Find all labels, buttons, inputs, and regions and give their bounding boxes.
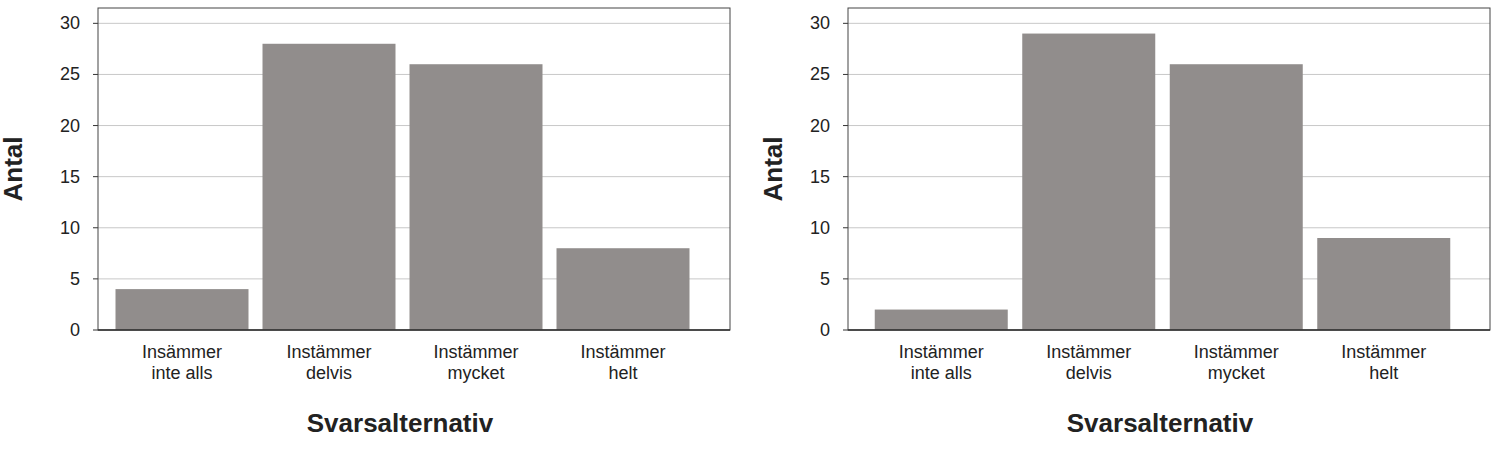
tick-mark: [93, 125, 98, 126]
plot-frame: [98, 8, 730, 330]
grid-line: [98, 23, 730, 24]
grid-line: [848, 330, 1490, 331]
tick-mark: [843, 125, 848, 126]
tick-label: 30: [810, 13, 830, 33]
category-label-line: Instämmer: [899, 342, 984, 362]
category-label-line: Instämmer: [1046, 342, 1131, 362]
bar: [875, 310, 1008, 330]
bar: [410, 64, 543, 330]
grid-line: [848, 227, 1490, 228]
category-label: Instämmerdelvis: [1046, 342, 1131, 383]
category-label-line: Instämmer: [433, 342, 518, 362]
bar: [1022, 34, 1155, 330]
category-label-line: inte alls: [911, 363, 972, 383]
x-axis-line: [848, 329, 1490, 331]
tick-mark: [93, 23, 98, 24]
y-axis-title: Antal: [758, 137, 788, 202]
category-label-line: delvis: [1066, 363, 1112, 383]
category-label: Instämmerhelt: [580, 342, 665, 383]
bars: [875, 34, 1451, 330]
bar: [1317, 238, 1450, 330]
tick-label: 15: [810, 167, 830, 187]
tick-label: 15: [60, 167, 80, 187]
tick-mark: [843, 74, 848, 75]
plot-frame: [848, 8, 1490, 330]
category-label: Instämmerhelt: [1341, 342, 1426, 383]
x-axis-line: [98, 329, 730, 331]
tick-label: 0: [820, 320, 830, 340]
grid-line: [98, 330, 730, 331]
tick-label: 30: [60, 13, 80, 33]
tick-label: 10: [810, 218, 830, 238]
category-label-line: inte alls: [151, 363, 212, 383]
x-axis-title: Svarsalternativ: [1067, 408, 1254, 438]
tick-label: 5: [70, 269, 80, 289]
tick-label: 25: [810, 64, 830, 84]
tick-mark: [843, 23, 848, 24]
category-label: Instämmerdelvis: [286, 342, 371, 383]
tick-mark: [843, 227, 848, 228]
tick-label: 0: [70, 320, 80, 340]
grid-line: [848, 74, 1490, 75]
category-label-line: mycket: [1208, 363, 1265, 383]
y-axis-title: Antal: [0, 137, 28, 202]
tick-mark: [843, 330, 848, 331]
category-label: Instämmermycket: [433, 342, 518, 383]
category-label-line: Instämmer: [286, 342, 371, 362]
category-label-line: Instämmer: [1194, 342, 1279, 362]
grid-line: [848, 176, 1490, 177]
tick-label: 25: [60, 64, 80, 84]
category-label-line: delvis: [306, 363, 352, 383]
category-label: Insämmerinte alls: [142, 342, 222, 383]
tick-label: 20: [60, 116, 80, 136]
tick-mark: [843, 176, 848, 177]
grid-line: [848, 125, 1490, 126]
tick-mark: [93, 176, 98, 177]
bar: [263, 44, 396, 330]
bars: [116, 44, 690, 330]
tick-label: 20: [810, 116, 830, 136]
category-label-line: Insämmer: [142, 342, 222, 362]
bar: [116, 289, 249, 330]
category-label: Instämmermycket: [1194, 342, 1279, 383]
figure: 051015202530Insämmerinte allsInstämmerde…: [0, 0, 1505, 457]
tick-mark: [93, 227, 98, 228]
category-label: Instämmerinte alls: [899, 342, 984, 383]
chart: 051015202530Insämmerinte allsInstämmerde…: [0, 8, 730, 438]
category-label-line: mycket: [447, 363, 504, 383]
category-label-line: Instämmer: [580, 342, 665, 362]
tick-label: 10: [60, 218, 80, 238]
tick-label: 5: [820, 269, 830, 289]
tick-mark: [843, 278, 848, 279]
grid-line: [848, 23, 1490, 24]
tick-mark: [93, 330, 98, 331]
tick-mark: [93, 74, 98, 75]
chart: 051015202530Instämmerinte allsInstämmerd…: [758, 8, 1490, 438]
tick-mark: [93, 278, 98, 279]
category-label-line: helt: [608, 363, 637, 383]
category-label-line: helt: [1369, 363, 1398, 383]
x-axis-title: Svarsalternativ: [307, 408, 494, 438]
bar: [557, 248, 690, 330]
category-label-line: Instämmer: [1341, 342, 1426, 362]
bar: [1170, 64, 1303, 330]
